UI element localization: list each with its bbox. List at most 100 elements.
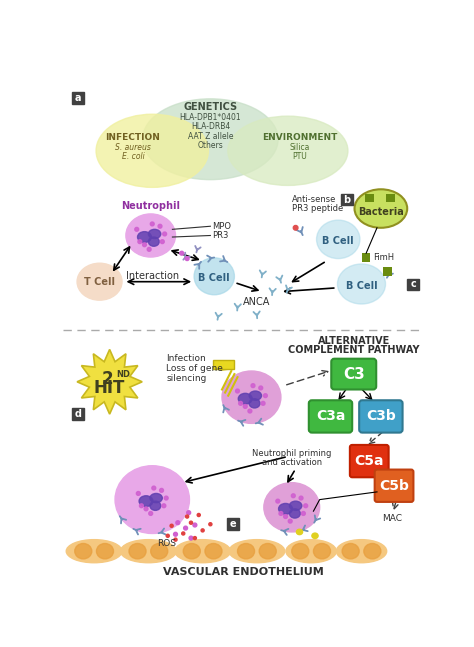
Ellipse shape bbox=[143, 99, 278, 180]
Ellipse shape bbox=[296, 529, 302, 534]
Text: MPO: MPO bbox=[212, 222, 231, 231]
Text: HLA-DPB1*0401: HLA-DPB1*0401 bbox=[180, 113, 241, 122]
Text: ND: ND bbox=[116, 370, 130, 379]
Text: Interaction: Interaction bbox=[126, 270, 179, 281]
Text: C3: C3 bbox=[343, 367, 365, 382]
Ellipse shape bbox=[137, 232, 152, 243]
Ellipse shape bbox=[147, 247, 151, 251]
Text: 2: 2 bbox=[101, 369, 113, 388]
FancyBboxPatch shape bbox=[362, 253, 370, 261]
FancyBboxPatch shape bbox=[407, 279, 419, 290]
Text: HIT: HIT bbox=[94, 379, 125, 397]
Text: ENVIRONMENT: ENVIRONMENT bbox=[262, 133, 337, 142]
Text: e: e bbox=[230, 519, 237, 529]
Ellipse shape bbox=[96, 115, 209, 188]
Ellipse shape bbox=[238, 393, 252, 404]
Text: c: c bbox=[410, 280, 416, 289]
Ellipse shape bbox=[185, 257, 189, 261]
Text: INFECTION: INFECTION bbox=[105, 133, 160, 142]
Ellipse shape bbox=[164, 496, 168, 500]
Ellipse shape bbox=[201, 529, 204, 532]
FancyBboxPatch shape bbox=[374, 470, 413, 502]
Ellipse shape bbox=[190, 521, 192, 524]
Ellipse shape bbox=[288, 520, 292, 523]
Ellipse shape bbox=[96, 543, 113, 559]
Text: T Cell: T Cell bbox=[84, 277, 115, 287]
Ellipse shape bbox=[183, 543, 201, 559]
Ellipse shape bbox=[243, 404, 247, 408]
Ellipse shape bbox=[259, 543, 276, 559]
Ellipse shape bbox=[264, 394, 267, 397]
Ellipse shape bbox=[189, 536, 193, 540]
Text: Infection: Infection bbox=[166, 354, 206, 363]
FancyBboxPatch shape bbox=[228, 518, 239, 530]
Ellipse shape bbox=[290, 501, 302, 510]
Text: a: a bbox=[75, 93, 82, 103]
Ellipse shape bbox=[183, 526, 188, 530]
FancyBboxPatch shape bbox=[73, 93, 84, 104]
Text: Bacteria: Bacteria bbox=[358, 208, 404, 217]
Text: PR3 peptide: PR3 peptide bbox=[292, 204, 343, 213]
Ellipse shape bbox=[174, 538, 177, 541]
Text: C5a: C5a bbox=[355, 454, 384, 468]
Ellipse shape bbox=[209, 523, 212, 526]
Polygon shape bbox=[77, 349, 142, 414]
Text: Silica: Silica bbox=[289, 143, 310, 152]
Ellipse shape bbox=[248, 409, 252, 413]
Text: d: d bbox=[75, 409, 82, 419]
Ellipse shape bbox=[239, 401, 243, 405]
Ellipse shape bbox=[160, 240, 164, 243]
FancyBboxPatch shape bbox=[341, 194, 353, 206]
Ellipse shape bbox=[342, 543, 359, 559]
Ellipse shape bbox=[264, 483, 319, 532]
Ellipse shape bbox=[162, 504, 166, 508]
Ellipse shape bbox=[193, 536, 196, 540]
Text: S. aureus: S. aureus bbox=[115, 143, 151, 152]
Ellipse shape bbox=[66, 540, 122, 563]
Ellipse shape bbox=[182, 532, 185, 535]
Ellipse shape bbox=[180, 251, 183, 255]
Ellipse shape bbox=[237, 543, 255, 559]
Text: Neutrophil: Neutrophil bbox=[121, 201, 180, 211]
FancyBboxPatch shape bbox=[331, 358, 376, 389]
Ellipse shape bbox=[304, 504, 308, 508]
Ellipse shape bbox=[290, 509, 300, 518]
Text: HLA-DRB4: HLA-DRB4 bbox=[191, 122, 230, 131]
Text: Others: Others bbox=[198, 141, 223, 150]
Ellipse shape bbox=[75, 543, 92, 559]
FancyBboxPatch shape bbox=[365, 194, 374, 203]
Ellipse shape bbox=[301, 512, 305, 516]
FancyBboxPatch shape bbox=[359, 400, 402, 433]
Text: silencing: silencing bbox=[166, 374, 207, 383]
Ellipse shape bbox=[152, 486, 156, 490]
Ellipse shape bbox=[150, 222, 154, 226]
Ellipse shape bbox=[276, 499, 280, 503]
Ellipse shape bbox=[176, 521, 180, 525]
Ellipse shape bbox=[135, 227, 139, 231]
Ellipse shape bbox=[150, 501, 161, 510]
Ellipse shape bbox=[138, 240, 142, 243]
Text: MAC: MAC bbox=[383, 514, 402, 523]
Ellipse shape bbox=[292, 543, 309, 559]
Ellipse shape bbox=[355, 190, 407, 228]
Text: FimH: FimH bbox=[373, 252, 394, 261]
Ellipse shape bbox=[163, 232, 166, 236]
Text: C5b: C5b bbox=[379, 479, 409, 493]
Text: C3b: C3b bbox=[366, 410, 396, 423]
Ellipse shape bbox=[251, 384, 255, 388]
Ellipse shape bbox=[337, 540, 387, 563]
Ellipse shape bbox=[126, 214, 175, 257]
Ellipse shape bbox=[312, 533, 318, 538]
Text: ANCA: ANCA bbox=[243, 298, 271, 307]
Text: GENETICS: GENETICS bbox=[183, 102, 237, 112]
Text: and activation: and activation bbox=[262, 458, 322, 467]
Ellipse shape bbox=[137, 492, 140, 496]
Ellipse shape bbox=[186, 515, 189, 518]
FancyBboxPatch shape bbox=[73, 408, 84, 419]
Ellipse shape bbox=[166, 534, 169, 537]
FancyBboxPatch shape bbox=[386, 194, 395, 203]
Ellipse shape bbox=[170, 524, 173, 527]
Ellipse shape bbox=[175, 540, 230, 563]
Ellipse shape bbox=[194, 258, 235, 295]
Ellipse shape bbox=[364, 543, 381, 559]
